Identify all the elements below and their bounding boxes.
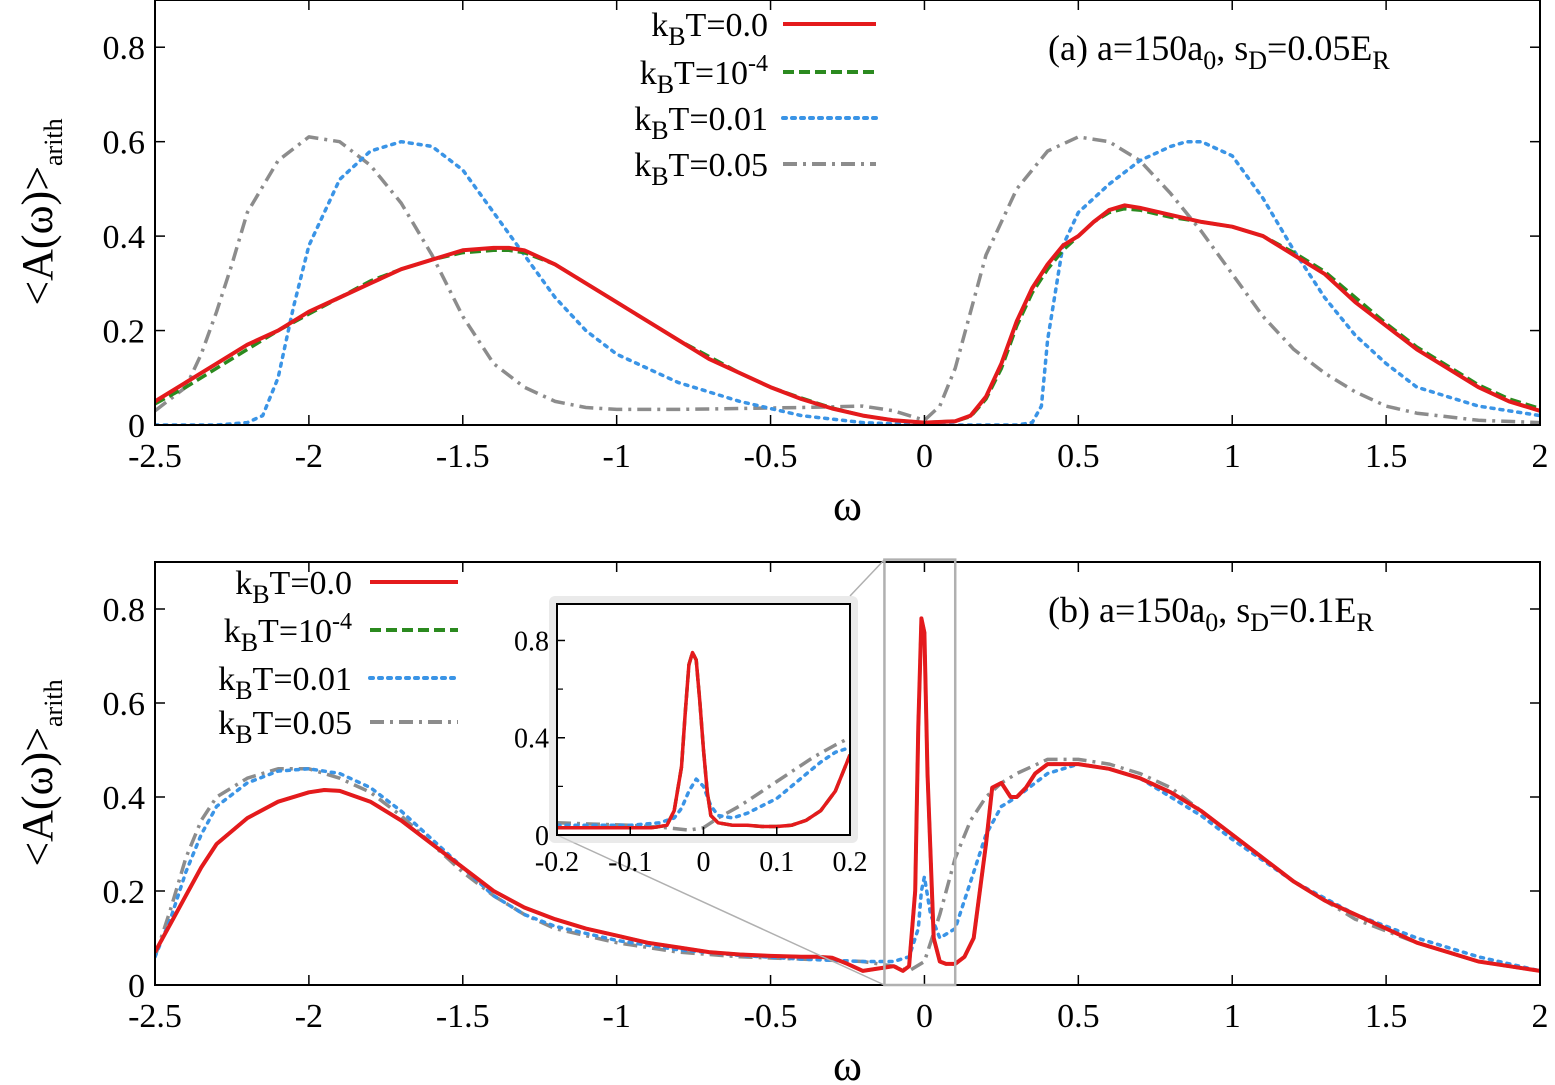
x-tick-label: -1 <box>603 438 631 475</box>
legend-label: kBT=0.05 <box>634 147 768 191</box>
legend-label: kBT=10-4 <box>224 609 352 657</box>
y-tick-label: 0.2 <box>103 874 146 911</box>
legend-entry-t005: kBT=0.05 <box>218 705 458 749</box>
zoom-connector <box>556 834 885 986</box>
legend-entry-t0: kBT=0.0 <box>651 7 876 51</box>
x-tick-label: -1 <box>603 998 631 1035</box>
zoom-connector <box>849 559 885 597</box>
legend-entry-t001: kBT=0.01 <box>218 661 460 705</box>
plot-frame <box>154 0 1541 426</box>
panel-annotation: (b) a=150a0, sD=0.1ER <box>1048 590 1374 637</box>
legend-label: kBT=0.01 <box>218 661 352 705</box>
x-tick-label: 0.5 <box>1057 438 1100 475</box>
y-tick-label: 0.8 <box>103 30 146 67</box>
x-tick-label: 1 <box>1224 438 1241 475</box>
y-tick-label: 0 <box>128 968 145 1005</box>
panel-a-series-t0 <box>155 203 1540 425</box>
x-axis-label: ω <box>833 1041 862 1085</box>
inset-y-tick-label: 0.4 <box>514 724 549 755</box>
plot-frame <box>154 561 1541 986</box>
inset-series-t005 <box>557 736 850 832</box>
inset-x-tick-label: -0.1 <box>608 847 652 878</box>
inset-x-tick-label: 0 <box>697 847 711 878</box>
inset-series-t001 <box>557 745 850 828</box>
panel-b: -2.5 -2 -1.5 -1 -0.5 0 0.5 1 1.5 2 0 0.2 0.4 0.6 0.8 ω <… <box>13 561 1549 1085</box>
legend-label: kBT=0.05 <box>218 705 352 749</box>
legend-entry-t1e4: kBT=10-4 <box>224 609 458 657</box>
legend-label: kBT=0.01 <box>634 101 768 145</box>
y-tick-label: 0.2 <box>103 314 146 351</box>
x-tick-label: 0.5 <box>1057 998 1100 1035</box>
x-tick-label: -1.5 <box>436 998 490 1035</box>
x-tick-label: 1 <box>1224 998 1241 1035</box>
x-tick-label: 2 <box>1532 438 1549 475</box>
panel-b-series-t0 <box>155 616 1540 973</box>
y-tick-label: 0.6 <box>103 125 146 162</box>
y-tick-label: 0.4 <box>103 219 146 256</box>
inset-chart: -0.2 -0.1 0 0.1 0.2 0 0.4 0.8 <box>514 596 868 878</box>
legend-label: kBT=0.0 <box>235 565 352 609</box>
panel-a: -2.5 -2 -1.5 -1 -0.5 0 0.5 1 1.5 2 0 0.2 0.4 0.6 0.8 ω <… <box>13 0 1549 530</box>
inset-background <box>557 604 850 835</box>
y-axis-label: <A(ω)>arith <box>13 679 68 866</box>
legend-label: kBT=10-4 <box>640 51 768 99</box>
legend-entry-t0: kBT=0.0 <box>235 565 458 609</box>
inset-x-tick-label: -0.2 <box>535 847 579 878</box>
x-tick-label: -0.5 <box>744 998 798 1035</box>
x-tick-label: -1.5 <box>436 438 490 475</box>
inset-series-t0 <box>557 650 850 830</box>
panel-annotation: (a) a=150a0, sD=0.05ER <box>1048 28 1390 75</box>
zoom-box <box>883 558 957 987</box>
legend-label: kBT=0.0 <box>651 7 768 51</box>
x-tick-label: 1.5 <box>1365 998 1408 1035</box>
x-tick-label: 1.5 <box>1365 438 1408 475</box>
x-tick-label: 2 <box>1532 998 1549 1035</box>
y-tick-label: 0 <box>128 408 145 445</box>
panel-a-series-t1e4 <box>155 206 1540 425</box>
legend-entry-t1e4: kBT=10-4 <box>640 51 876 99</box>
y-tick-label: 0.4 <box>103 780 146 817</box>
panel-a-series-t001 <box>155 139 1540 425</box>
y-tick-label: 0.8 <box>103 592 146 629</box>
x-tick-label: -2 <box>295 438 323 475</box>
inset-y-tick-label: 0 <box>535 821 549 852</box>
x-axis-label: ω <box>833 481 862 530</box>
legend-entry-t005: kBT=0.05 <box>634 147 876 191</box>
inset-y-tick-label: 0.8 <box>514 626 549 657</box>
x-tick-label: -0.5 <box>744 438 798 475</box>
x-tick-label: -2.5 <box>128 438 182 475</box>
x-tick-label: 0 <box>916 438 933 475</box>
panel-a-series-t005 <box>155 135 1540 425</box>
y-tick-label: 0.6 <box>103 686 146 723</box>
x-tick-label: 0 <box>916 998 933 1035</box>
inset-x-tick-label: 0.2 <box>833 847 868 878</box>
x-tick-label: -2 <box>295 998 323 1035</box>
y-axis-label: <A(ω)>arith <box>13 118 68 305</box>
zoom-indicator <box>556 558 957 987</box>
inset-x-tick-label: 0.1 <box>759 847 794 878</box>
legend-entry-t001: kBT=0.01 <box>634 101 878 145</box>
x-tick-label: -2.5 <box>128 998 182 1035</box>
